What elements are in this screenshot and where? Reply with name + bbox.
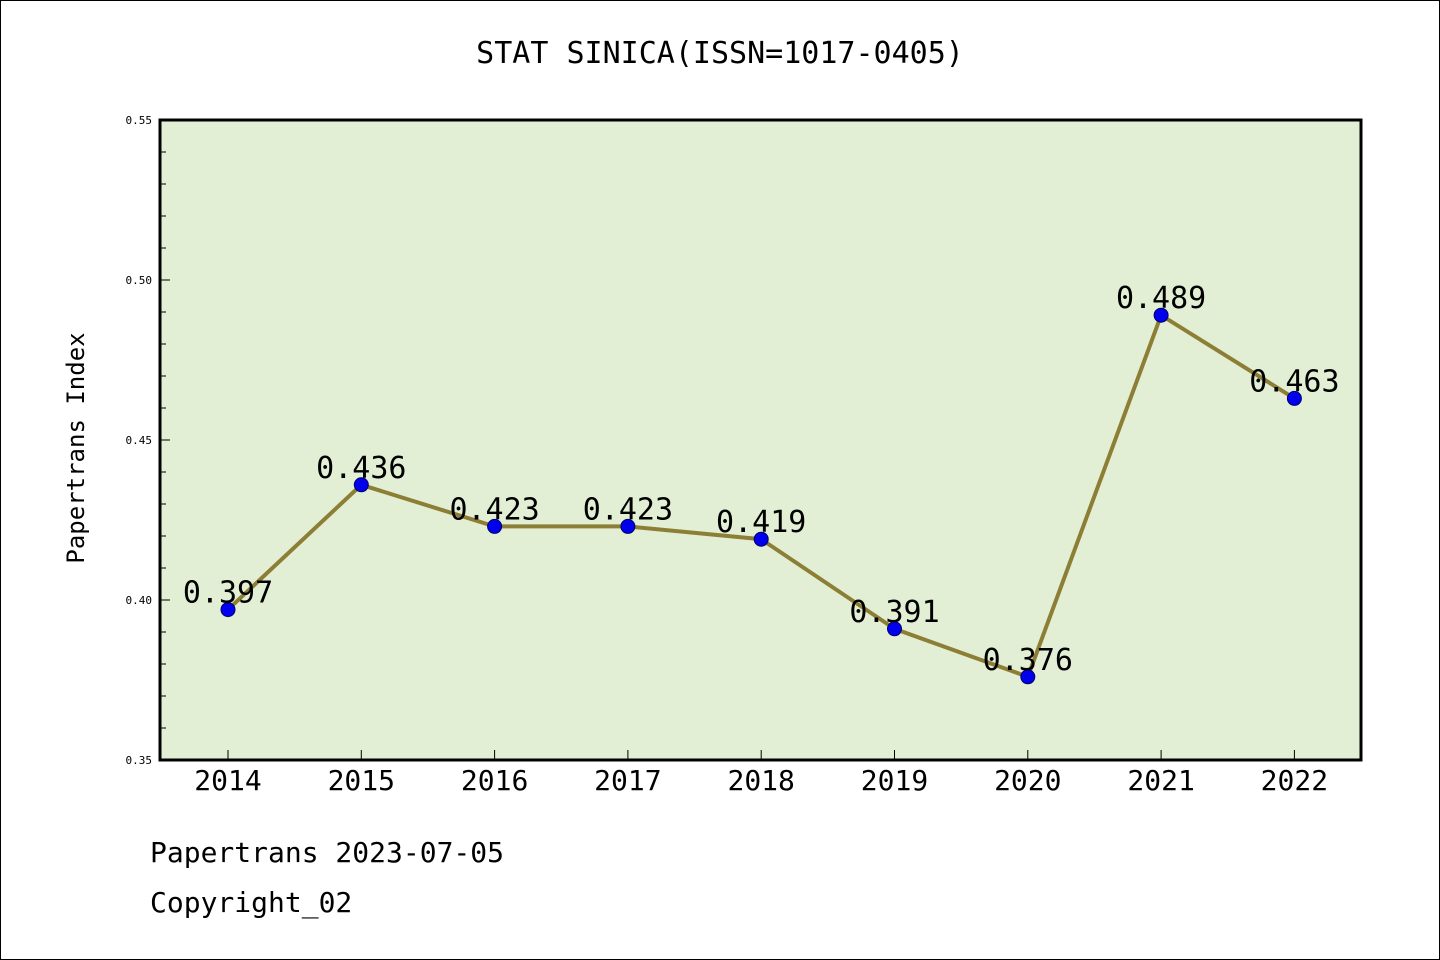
- data-point: [220, 602, 236, 618]
- data-label: 0.489: [1116, 281, 1206, 316]
- x-tick-label: 2020: [994, 764, 1061, 797]
- plot-border: [158, 118, 1363, 762]
- x-tick-label: 2015: [328, 764, 395, 797]
- x-tick-label: 2016: [461, 764, 528, 797]
- y-tick-label: 0.50: [126, 274, 153, 287]
- y-tick-label: 0.55: [126, 114, 153, 127]
- footer-date: Papertrans 2023-07-05: [150, 836, 505, 869]
- data-labels: 0.397 0.436 0.423 0.423 0.419 0.391 0.376 0.489…: [183, 281, 1340, 678]
- x-axis: 2014 2015 2016 2017 2018 2019 2020 2021 2022: [194, 750, 1328, 797]
- data-label: 0.463: [1249, 364, 1339, 399]
- data-point: [1020, 669, 1036, 685]
- y-tick-label: 0.35: [126, 754, 153, 767]
- data-point: [1286, 390, 1302, 406]
- data-label: 0.419: [716, 505, 806, 540]
- data-point: [887, 621, 902, 637]
- x-tick-label: 2019: [861, 764, 928, 797]
- y-tick-label: 0.40: [126, 594, 153, 607]
- data-point: [753, 531, 769, 547]
- data-label: 0.397: [183, 576, 273, 611]
- data-label: 0.436: [316, 451, 406, 486]
- data-label: 0.376: [983, 643, 1073, 678]
- y-tick-label: 0.45: [126, 434, 153, 447]
- data-point: [1153, 307, 1169, 323]
- data-label: 0.423: [449, 492, 539, 527]
- y-axis-label: Papertrans Index: [62, 332, 90, 563]
- x-tick-label: 2021: [1127, 764, 1194, 797]
- x-tick-label: 2018: [727, 764, 794, 797]
- data-point: [353, 477, 369, 493]
- footer-copyright: Copyright_02: [150, 886, 353, 919]
- data-points: [220, 307, 1302, 685]
- data-point: [487, 518, 503, 534]
- x-tick-label: 2022: [1261, 764, 1328, 797]
- chart-title: STAT SINICA(ISSN=1017-0405): [476, 36, 964, 71]
- data-label: 0.423: [583, 492, 673, 527]
- x-tick-label: 2017: [594, 764, 661, 797]
- data-label: 0.391: [849, 595, 939, 630]
- x-tick-label: 2014: [194, 764, 261, 797]
- data-point: [620, 518, 636, 534]
- plot-area: [160, 120, 1361, 760]
